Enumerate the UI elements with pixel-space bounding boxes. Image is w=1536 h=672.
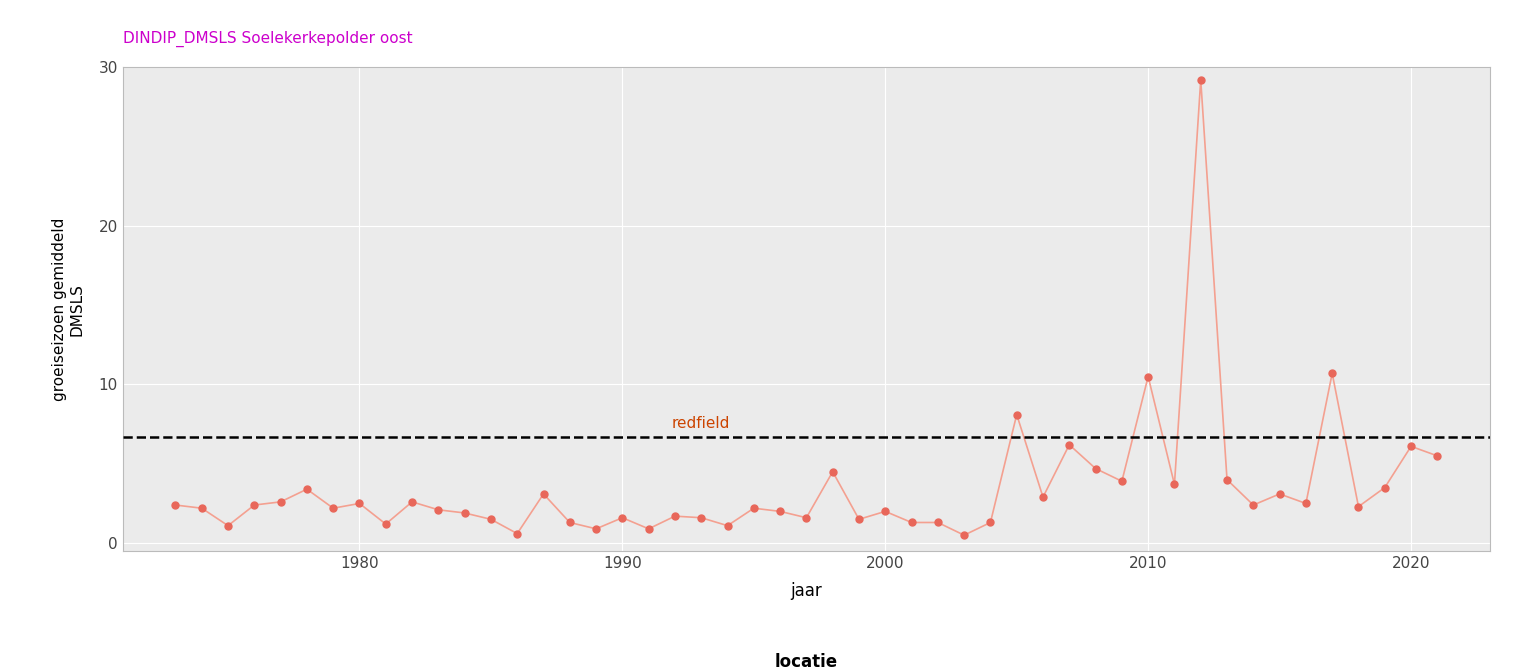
Point	[1083, 463, 1107, 474]
Point	[1137, 371, 1161, 382]
Point	[1005, 409, 1029, 420]
Point	[1293, 498, 1318, 509]
Point	[690, 512, 714, 523]
Point	[189, 503, 214, 513]
Point	[1031, 492, 1055, 503]
Point	[742, 503, 766, 513]
Point	[321, 503, 346, 513]
Point	[662, 511, 687, 521]
Point	[1373, 482, 1398, 493]
Point	[452, 507, 476, 518]
Point	[610, 512, 634, 523]
Point	[1189, 75, 1213, 85]
Legend: Soelekerkepolder oost: Soelekerkepolder oost	[687, 646, 926, 672]
Point	[1057, 439, 1081, 450]
Point	[1425, 450, 1450, 461]
Point	[558, 517, 582, 528]
Text: redfield: redfield	[673, 416, 731, 431]
Point	[1399, 441, 1424, 452]
Y-axis label: groeiseizoen gemiddeld
DMSLS: groeiseizoen gemiddeld DMSLS	[52, 218, 84, 401]
Point	[1163, 479, 1187, 490]
Point	[1109, 476, 1134, 487]
Point	[846, 514, 871, 525]
Point	[295, 484, 319, 495]
Point	[584, 523, 608, 534]
Point	[952, 530, 977, 540]
Point	[269, 497, 293, 507]
Point	[636, 523, 660, 534]
Point	[399, 497, 424, 507]
Point	[163, 500, 187, 511]
Point	[373, 519, 398, 530]
Point	[531, 489, 556, 499]
Point	[479, 514, 504, 525]
Point	[899, 517, 923, 528]
Point	[215, 520, 240, 531]
Point	[978, 517, 1003, 528]
Text: DINDIP_DMSLS Soelekerkepolder oost: DINDIP_DMSLS Soelekerkepolder oost	[123, 31, 413, 47]
Point	[1241, 500, 1266, 511]
Point	[1319, 368, 1344, 379]
Point	[1215, 474, 1240, 485]
Point	[347, 498, 372, 509]
Point	[716, 520, 740, 531]
Point	[872, 506, 897, 517]
X-axis label: jaar: jaar	[791, 582, 822, 600]
Point	[505, 528, 530, 539]
Point	[1267, 489, 1292, 499]
Point	[425, 505, 450, 515]
Point	[768, 506, 793, 517]
Point	[243, 500, 267, 511]
Point	[926, 517, 951, 528]
Point	[820, 466, 845, 477]
Point	[1346, 501, 1370, 512]
Point	[794, 512, 819, 523]
